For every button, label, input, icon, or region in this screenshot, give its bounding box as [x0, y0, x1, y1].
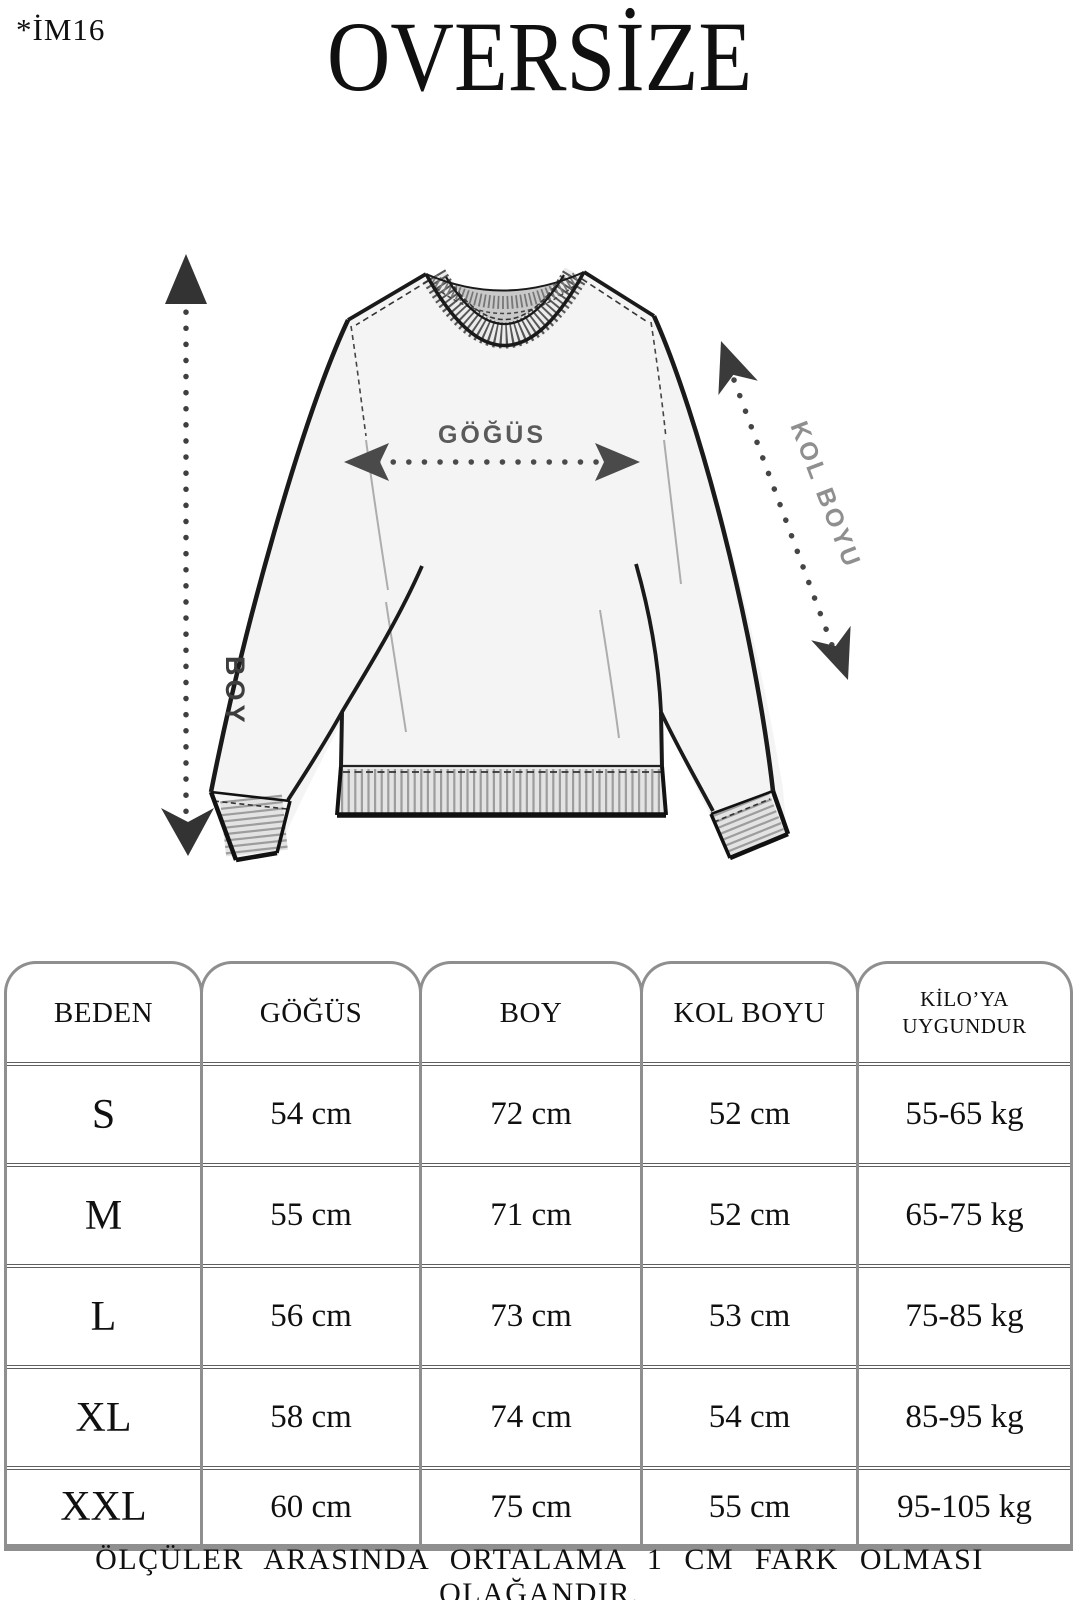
- table-column-beden: BEDEN S M L XL XXL: [4, 961, 203, 1551]
- table-cell: 60 cm: [203, 1466, 419, 1544]
- table-cell: 58 cm: [203, 1365, 419, 1466]
- table-cell: 95-105 kg: [859, 1466, 1070, 1544]
- page-title: OVERSİZE: [326, 1, 753, 112]
- table-cell: 52 cm: [643, 1163, 856, 1264]
- chest-label: GÖĞÜS: [438, 420, 546, 449]
- table-cell: 53 cm: [643, 1264, 856, 1365]
- table-cell: XXL: [7, 1466, 200, 1544]
- column-header: BEDEN: [53, 996, 154, 1029]
- table-cell: S: [7, 1062, 200, 1163]
- table-cell: 52 cm: [643, 1062, 856, 1163]
- table-cell: 54 cm: [203, 1062, 419, 1163]
- table-cell: L: [7, 1264, 200, 1365]
- product-code: *İM16: [16, 12, 106, 47]
- table-column-kol-boyu: KOL BOYU 52 cm 52 cm 53 cm 54 cm 55 cm: [640, 961, 859, 1551]
- table-cell: 55 cm: [643, 1466, 856, 1544]
- measurement-disclaimer: ÖLÇÜLER ARASINDA ORTALAMA 1 CM FARK OLMA…: [95, 1543, 984, 1600]
- table-cell: 75-85 kg: [859, 1264, 1070, 1365]
- size-diagram: BOY GÖĞÜS KOL BOYU: [0, 200, 1079, 900]
- table-column-boy: BOY 72 cm 71 cm 73 cm 74 cm 75 cm: [419, 961, 643, 1551]
- table-cell: M: [7, 1163, 200, 1264]
- table-cell: 71 cm: [422, 1163, 640, 1264]
- table-cell: 55 cm: [203, 1163, 419, 1264]
- table-column-gogus: GÖĞÜS 54 cm 55 cm 56 cm 58 cm 60 cm: [200, 961, 422, 1551]
- length-label: BOY: [220, 656, 250, 727]
- table-column-kilo: KİLO’YA UYGUNDUR 55-65 kg 65-75 kg 75-85…: [856, 961, 1073, 1551]
- table-cell: 75 cm: [422, 1466, 640, 1544]
- sweatshirt-flat-drawing: BOY GÖĞÜS KOL BOYU: [161, 254, 866, 863]
- table-cell: 56 cm: [203, 1264, 419, 1365]
- table-cell: 54 cm: [643, 1365, 856, 1466]
- length-arrow: BOY: [161, 254, 250, 856]
- size-table: BEDEN S M L XL XXL GÖĞÜS 54 cm 55 cm 56 …: [4, 961, 1073, 1551]
- column-header: GÖĞÜS: [259, 996, 363, 1029]
- table-cell: 85-95 kg: [859, 1365, 1070, 1466]
- table-cell: 73 cm: [422, 1264, 640, 1365]
- column-header: KİLO’YA UYGUNDUR: [902, 986, 1027, 1038]
- table-cell: 65-75 kg: [859, 1163, 1070, 1264]
- table-cell: XL: [7, 1365, 200, 1466]
- table-cell: 74 cm: [422, 1365, 640, 1466]
- chest-arrow: GÖĞÜS: [344, 420, 640, 481]
- table-cell: 72 cm: [422, 1062, 640, 1163]
- table-cell: 55-65 kg: [859, 1062, 1070, 1163]
- column-header: KOL BOYU: [673, 996, 826, 1029]
- column-header: BOY: [499, 996, 563, 1029]
